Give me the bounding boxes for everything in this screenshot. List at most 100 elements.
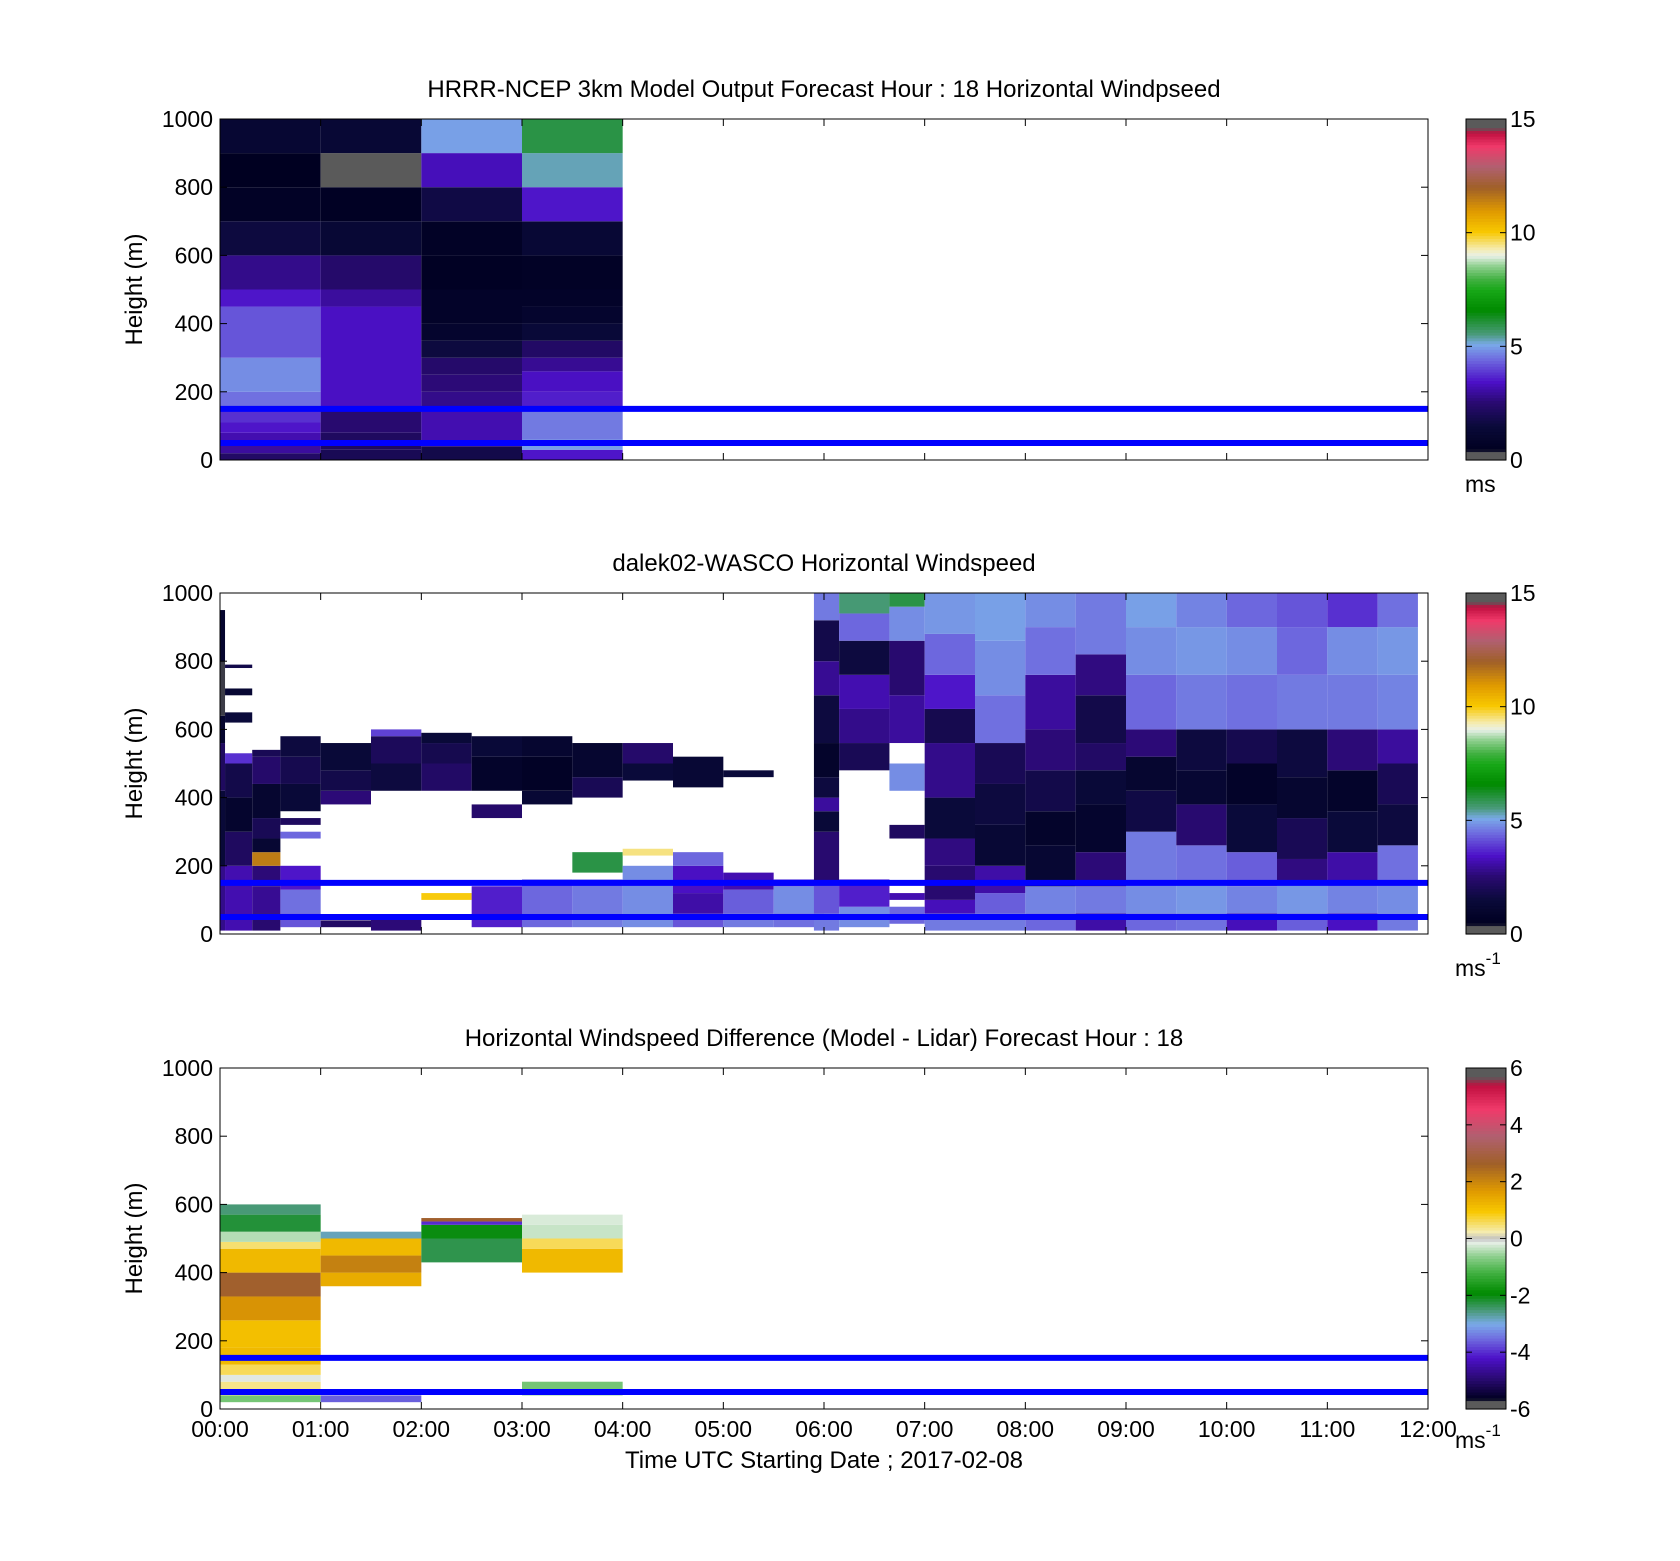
colorbar-segment <box>1466 1133 1506 1137</box>
colorbar-segment <box>1466 147 1506 151</box>
heatmap-cell <box>252 852 281 866</box>
panel-difference: 00:00 01:00 02:00 03:00 04:00 05:00 06:00 07:00… <box>121 1025 1531 1474</box>
colorbar-segment <box>1466 845 1506 850</box>
colorbar-segment <box>1466 280 1506 285</box>
heatmap-cell <box>924 593 975 634</box>
y-tick-label: 800 <box>175 648 213 674</box>
colorbar-segment <box>1466 377 1506 382</box>
heatmap-cell <box>889 695 925 744</box>
colorbar-segment <box>1466 800 1506 804</box>
colorbar-tick-label: -2 <box>1510 1282 1530 1308</box>
colorbar-segment <box>1466 729 1506 733</box>
colorbar-segment <box>1466 794 1506 799</box>
colorbar-segment <box>1466 283 1506 288</box>
colorbar-unit: ms <box>1465 471 1496 497</box>
colorbar-segment <box>1466 814 1506 819</box>
heatmap-cell <box>320 187 422 222</box>
colorbar-segment <box>1466 1386 1506 1390</box>
heatmap-cell <box>220 661 226 716</box>
colorbar-segment <box>1466 598 1506 603</box>
heatmap-cell <box>889 763 925 791</box>
colorbar-segment <box>1466 317 1506 322</box>
colorbar-segment <box>1466 1323 1506 1328</box>
heatmap-cell <box>839 708 890 744</box>
colorbar-segment <box>1466 1170 1506 1174</box>
heatmap-cell <box>1226 627 1277 675</box>
colorbar-segment <box>1466 272 1506 276</box>
colorbar-segment <box>1466 212 1506 217</box>
colorbar-segment <box>1466 178 1506 183</box>
colorbar-segment <box>1466 1372 1506 1376</box>
colorbar-segment <box>1466 1255 1506 1259</box>
colorbar-segment <box>1466 868 1506 873</box>
colorbar-segment <box>1466 1258 1506 1262</box>
colorbar-segment <box>1466 593 1506 597</box>
y-tick-label: 400 <box>175 1260 213 1286</box>
heatmap-cell <box>1226 593 1277 628</box>
colorbar-segment <box>1466 1261 1506 1265</box>
heatmap-cell <box>280 865 321 890</box>
panel-lidar: 0 200 400 600 800 1000 dalek02-WASCO Horizont… <box>121 550 1536 981</box>
heatmap-cell <box>280 756 321 784</box>
colorbar-segment <box>1466 678 1506 682</box>
heatmap-cell <box>421 1238 522 1263</box>
heatmap-cell <box>522 1224 623 1239</box>
colorbar-segment <box>1466 323 1506 328</box>
heatmap-cell <box>975 640 1026 696</box>
colorbar-segment <box>1466 167 1506 171</box>
colorbar-segment <box>1466 269 1506 274</box>
colorbar-segment <box>1466 1090 1506 1095</box>
heatmap-cell <box>924 674 975 709</box>
colorbar-segment <box>1466 1107 1506 1112</box>
heatmap-cell <box>1377 845 1418 883</box>
heatmap-cell <box>522 340 623 358</box>
colorbar-tick-label: 10 <box>1510 694 1536 720</box>
y-tick-label: 1000 <box>162 1055 213 1081</box>
colorbar-segment <box>1466 888 1506 892</box>
heatmap-cell <box>1126 674 1177 730</box>
heatmap-cell <box>220 610 226 662</box>
colorbar-segment <box>1466 1224 1506 1228</box>
colorbar-segment <box>1466 880 1506 884</box>
colorbar-segment <box>1466 1301 1506 1305</box>
colorbar-segment <box>1466 669 1506 674</box>
heatmap-cell <box>839 613 890 641</box>
heatmap-cell <box>220 422 321 433</box>
colorbar-segment <box>1466 848 1506 853</box>
colorbar-segment <box>1466 652 1506 657</box>
colorbar-segment <box>1466 298 1506 302</box>
colorbar-segment <box>1466 1207 1506 1211</box>
colorbar-segment <box>1466 221 1506 225</box>
colorbar-segment <box>1466 666 1506 671</box>
heatmap-cell <box>1277 627 1328 675</box>
heatmap-cell <box>320 306 422 409</box>
heatmap-cell <box>1377 593 1418 628</box>
heatmap-cell <box>1226 804 1277 853</box>
colorbar-tick-label: -4 <box>1510 1339 1531 1365</box>
heatmap-cell <box>1075 886 1126 914</box>
heatmap-cell <box>975 695 1026 744</box>
colorbar-segment <box>1466 615 1506 620</box>
colorbar-segment <box>1466 360 1506 364</box>
heatmap-cell <box>1025 627 1076 675</box>
colorbar-segment <box>1466 275 1506 279</box>
chart-title: dalek02-WASCO Horizontal Windspeed <box>612 550 1035 577</box>
colorbar-segment <box>1466 1110 1506 1115</box>
colorbar-segment <box>1466 1096 1506 1100</box>
heatmap-cell <box>220 119 321 154</box>
x-tick-label: 05:00 <box>695 1416 753 1442</box>
colorbar-segment <box>1466 612 1506 617</box>
colorbar-segment <box>1466 442 1506 447</box>
y-tick-label: 800 <box>175 1123 213 1149</box>
colorbar-segment <box>1466 354 1506 359</box>
heatmap-cell <box>522 306 623 324</box>
heatmap-cell <box>421 763 472 791</box>
colorbar-segment <box>1466 735 1506 739</box>
heatmap-cell <box>839 640 890 675</box>
heatmap-cell <box>421 374 522 392</box>
heatmap-cell <box>889 593 925 607</box>
y-tick-label: 600 <box>175 716 213 742</box>
colorbar-segment <box>1466 1085 1506 1089</box>
heatmap-cell <box>813 882 840 914</box>
heatmap-cell <box>813 695 840 744</box>
